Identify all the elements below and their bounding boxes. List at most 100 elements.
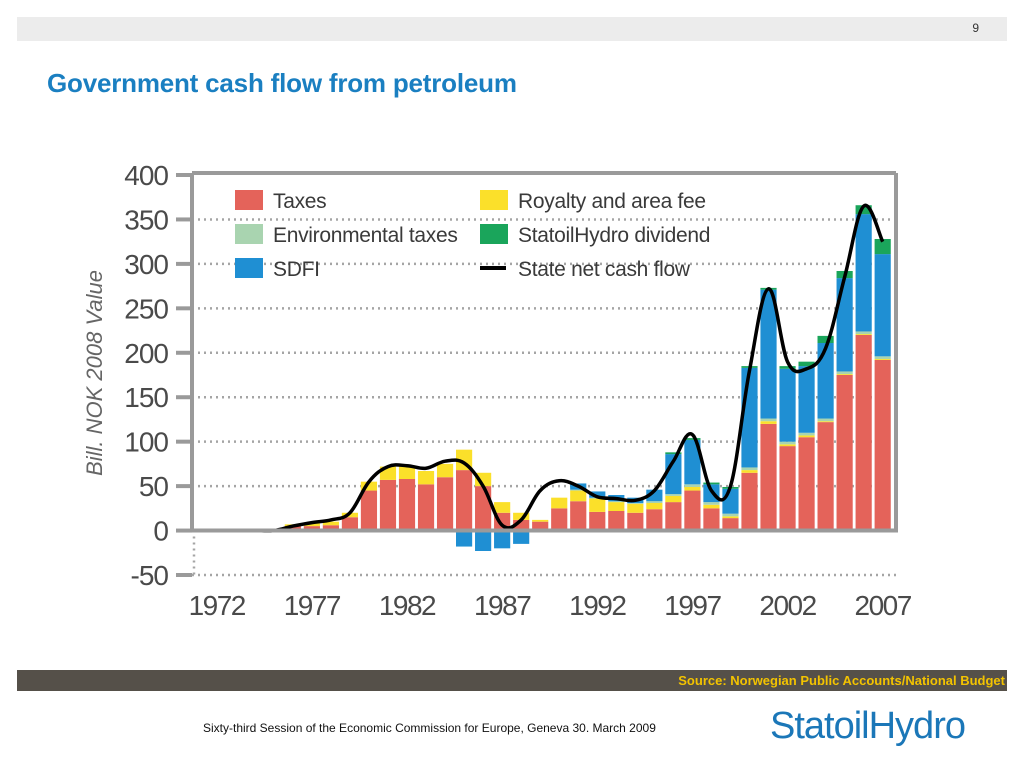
bar-sdfi	[589, 491, 606, 498]
bar-dividend	[798, 361, 815, 367]
bar-royalty	[646, 503, 663, 510]
bar-sdfi	[760, 289, 777, 419]
y-tick-label: 300	[124, 249, 168, 280]
bar-dividend	[855, 205, 872, 215]
bar-env	[703, 502, 720, 505]
bar-env	[646, 501, 663, 503]
bar-taxes	[417, 484, 435, 531]
bar-taxes	[475, 486, 492, 531]
bar-taxes	[513, 519, 530, 531]
bar-sdfi	[665, 454, 682, 495]
bar-royalty	[874, 359, 891, 360]
legend-label: StatoilHydro dividend	[518, 224, 710, 247]
bar-royalty	[570, 490, 587, 502]
bar-taxes	[284, 526, 301, 531]
y-tick-label: 200	[124, 338, 168, 369]
bar-royalty	[360, 481, 378, 491]
bar-taxes	[627, 512, 644, 531]
bar-env	[570, 489, 587, 491]
source-bar: Source: Norwegian Public Accounts/Nation…	[17, 670, 1007, 691]
y-tick-label: 100	[124, 427, 168, 458]
bar-royalty	[417, 471, 435, 485]
bar-dividend	[684, 438, 701, 440]
bar-sdfi	[836, 278, 853, 372]
bar-royalty	[722, 516, 739, 519]
y-tick-label: -50	[131, 560, 169, 591]
bar-taxes	[303, 526, 320, 531]
bar-royalty	[665, 495, 682, 503]
legend-swatch-sdfi	[235, 258, 263, 278]
bar-taxes	[532, 521, 549, 531]
legend-label: Taxes	[273, 190, 326, 213]
bar-env	[684, 484, 701, 487]
top-bar: 9	[17, 17, 1007, 41]
bar-taxes	[436, 477, 454, 531]
bar-env	[779, 441, 796, 445]
legend-swatch-dividend	[480, 224, 508, 244]
bar-env	[722, 513, 739, 517]
x-tick-label: 2007	[855, 590, 912, 621]
statoilhydro-logo: StatoilHydro	[770, 705, 966, 747]
bar-sdfi	[798, 366, 815, 433]
legend-swatch-env	[235, 224, 263, 244]
bar-taxes	[874, 359, 891, 531]
bar-taxes	[341, 517, 359, 531]
chart-legend: Taxes Royalty and area fee Environmental t…	[235, 190, 710, 281]
bar-dividend	[703, 482, 720, 485]
bar-sdfi	[779, 368, 796, 442]
bar-env	[874, 356, 891, 359]
bar-royalty	[322, 521, 339, 526]
bar-env	[798, 432, 815, 436]
bar-royalty	[627, 503, 644, 513]
bar-royalty	[760, 421, 777, 424]
chart-line	[197, 203, 885, 533]
y-tick-label: 0	[153, 516, 168, 547]
bar-royalty	[703, 504, 720, 509]
x-tick-label: 1972	[189, 590, 246, 621]
bar-dividend	[874, 239, 891, 255]
bar-taxes	[703, 508, 720, 531]
legend-swatch-royalty	[480, 190, 508, 210]
bar-royalty	[741, 470, 758, 473]
bar-dividend	[817, 335, 834, 343]
legend-swatch-taxes	[235, 190, 263, 210]
legend-label: SDFI	[273, 258, 320, 281]
chart-axes: -50 0 50 100 150 200 250 300 350 400 1972 1977 1982 1…	[124, 160, 913, 621]
bar-env	[627, 503, 644, 504]
bar-taxes	[817, 422, 834, 531]
bar-sdfi	[722, 488, 739, 514]
source-text: Source: Norwegian Public Accounts/Nation…	[678, 673, 1005, 688]
bar-taxes	[398, 479, 416, 531]
footer-text: Sixty-third Session of the Economic Comm…	[203, 721, 656, 735]
bar-royalty	[855, 334, 872, 335]
y-tick-label: 150	[124, 382, 168, 413]
bar-taxes	[855, 335, 872, 531]
bar-taxes	[741, 472, 758, 531]
bar-taxes	[379, 479, 397, 531]
bar-royalty	[532, 519, 549, 522]
bar-sdfi	[494, 530, 511, 549]
bar-sdfi	[817, 343, 834, 419]
bar-royalty	[436, 463, 454, 478]
x-tick-label: 1997	[664, 590, 721, 621]
bar-sdfi	[475, 530, 492, 551]
y-tick-label: 50	[139, 471, 169, 502]
chart-grid	[192, 218, 896, 577]
bar-taxes	[665, 502, 682, 531]
bar-royalty	[398, 465, 416, 479]
x-tick-label: 1987	[474, 590, 531, 621]
bar-taxes	[779, 446, 796, 531]
legend-label: State net cash flow	[518, 258, 691, 281]
bar-royalty	[817, 421, 834, 423]
bar-sdfi	[874, 254, 891, 357]
bar-royalty	[513, 512, 530, 520]
bar-env	[608, 501, 625, 503]
bar-royalty	[494, 502, 511, 513]
bar-sdfi	[855, 214, 872, 332]
bar-royalty	[303, 523, 320, 527]
bar-royalty	[551, 497, 568, 509]
bar-dividend	[779, 366, 796, 369]
legend-label: Royalty and area fee	[518, 190, 706, 213]
x-tick-label: 1992	[569, 590, 626, 621]
bar-env	[760, 418, 777, 422]
